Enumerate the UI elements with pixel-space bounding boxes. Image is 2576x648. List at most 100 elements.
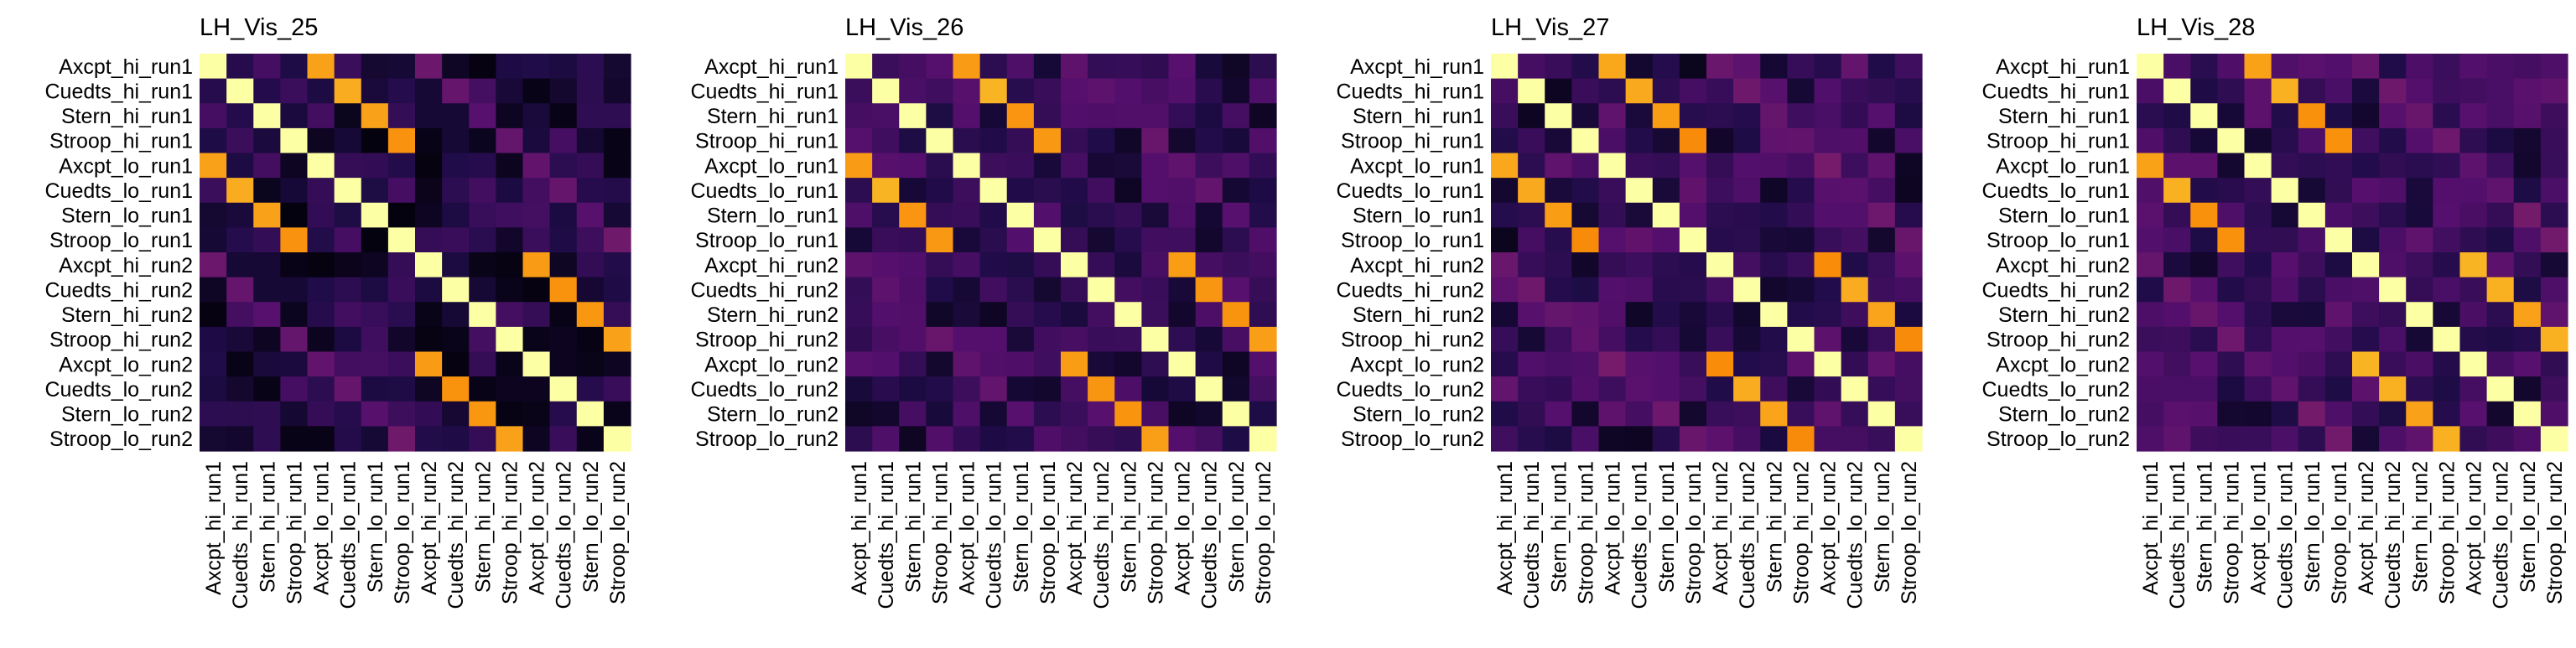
heatmap-cell (280, 103, 309, 129)
heatmap-cell (226, 178, 254, 204)
heatmap-cell (1061, 376, 1088, 402)
heatmap-cell (1625, 252, 1654, 278)
heatmap-cell (549, 54, 578, 80)
heatmap-cell (872, 252, 900, 278)
heatmap-cell (1222, 54, 1250, 80)
heatmap-cell (953, 78, 981, 104)
heatmap-cell (1706, 376, 1734, 402)
heatmap-cell (2190, 401, 2218, 427)
heatmap-cell (1625, 127, 1654, 154)
heatmap-cell (953, 127, 981, 154)
heatmap-cell (1841, 376, 1869, 402)
heatmap-cell (872, 103, 900, 129)
x-tick-label: Axcpt_hi_run2 (2355, 461, 2378, 595)
heatmap-cell (1598, 78, 1627, 104)
heatmap-cell (1625, 302, 1654, 328)
heatmap-cell (2433, 202, 2461, 228)
heatmap-cell (2433, 127, 2461, 154)
heatmap-cell (2352, 277, 2380, 303)
heatmap-cell (576, 103, 605, 129)
heatmap-cell (1598, 153, 1627, 179)
heatmap-cell (2406, 227, 2433, 253)
heatmap-cell (522, 401, 551, 427)
heatmap-cell (1706, 326, 1734, 353)
heatmap-cell (2217, 252, 2246, 278)
heatmap-cell (2244, 426, 2272, 452)
heatmap-cell (307, 326, 335, 353)
heatmap-cell (200, 127, 227, 154)
heatmap-cell (2540, 277, 2568, 303)
heatmap-cell (2406, 426, 2433, 452)
heatmap-cell (1760, 202, 1788, 228)
heatmap-cell (253, 103, 281, 129)
heatmap-cell (603, 252, 631, 278)
y-tick-label: Cuedts_lo_run1 (1981, 179, 2130, 203)
heatmap-cell (1518, 78, 1545, 104)
y-tick-label: Stern_lo_run2 (1998, 403, 2130, 427)
heatmap-cell (2163, 302, 2191, 328)
heatmap-cell (1518, 401, 1545, 427)
y-tick-label: Stroop_lo_run2 (1987, 428, 2130, 451)
y-tick-label: Cuedts_lo_run2 (44, 378, 193, 402)
heatmap-cell (2137, 376, 2164, 402)
heatmap-cell (2298, 426, 2326, 452)
heatmap-cell (979, 153, 1008, 179)
heatmap-cell (2190, 277, 2218, 303)
heatmap-cell (979, 426, 1008, 452)
heatmap-cell (2433, 351, 2461, 377)
heatmap-cell (576, 277, 605, 303)
heatmap-cell (2217, 401, 2246, 427)
heatmap-cell (953, 227, 981, 253)
heatmap-cell (253, 302, 281, 328)
heatmap-cell (1006, 326, 1035, 353)
heatmap-cell (1652, 103, 1680, 129)
heatmap-cell (1491, 227, 1519, 253)
heatmap-cell (361, 252, 389, 278)
heatmap-cell (872, 127, 900, 154)
heatmap-cell (1006, 54, 1035, 80)
heatmap-cell (1088, 103, 1115, 129)
heatmap-cell (2190, 302, 2218, 328)
y-tick-label: Stern_lo_run1 (707, 205, 839, 228)
heatmap-cell (1841, 202, 1869, 228)
heatmap-cell (1491, 252, 1519, 278)
heatmap-cell (1625, 103, 1654, 129)
heatmap-cell (899, 401, 927, 427)
x-tick-label: Stern_hi_run1 (901, 461, 925, 593)
heatmap-cell (307, 426, 335, 452)
heatmap-cell (2298, 351, 2326, 377)
heatmap-cell (1571, 178, 1600, 204)
heatmap-cell (1706, 302, 1734, 328)
heatmap-cell (1141, 78, 1170, 104)
heatmap-cell (1168, 178, 1197, 204)
x-tick-label: Cuedts_lo_run1 (337, 461, 361, 609)
heatmap-cell (1033, 127, 1062, 154)
heatmap-cell (2540, 302, 2568, 328)
y-tick-label: Cuedts_hi_run1 (44, 80, 193, 103)
heatmap-cell (496, 426, 524, 452)
heatmap-cell (1249, 326, 1277, 353)
heatmap-cell (845, 178, 873, 204)
heatmap-cell (1841, 78, 1869, 104)
heatmap-cell (2379, 252, 2407, 278)
heatmap-cell (1006, 178, 1035, 204)
heatmap-cell (2217, 103, 2246, 129)
heatmap-cell (1841, 227, 1869, 253)
heatmap-cell (2298, 153, 2326, 179)
heatmap-cell (899, 54, 927, 80)
heatmap-cell (361, 153, 389, 179)
heatmap-cell (280, 78, 309, 104)
heatmap-cell (2459, 178, 2488, 204)
heatmap-cell (1598, 178, 1627, 204)
heatmap-cell (2324, 127, 2353, 154)
y-tick-label: Axcpt_hi_run1 (704, 55, 839, 79)
heatmap-cell (899, 227, 927, 253)
heatmap-cell (2406, 78, 2433, 104)
heatmap-cell (307, 103, 335, 129)
heatmap-cell (200, 227, 227, 253)
heatmap-cell (2137, 202, 2164, 228)
heatmap-cell (1033, 153, 1062, 179)
heatmap-cell (2513, 127, 2542, 154)
heatmap-cell (1006, 376, 1035, 402)
y-tick-label: Stern_hi_run1 (1353, 105, 1484, 128)
